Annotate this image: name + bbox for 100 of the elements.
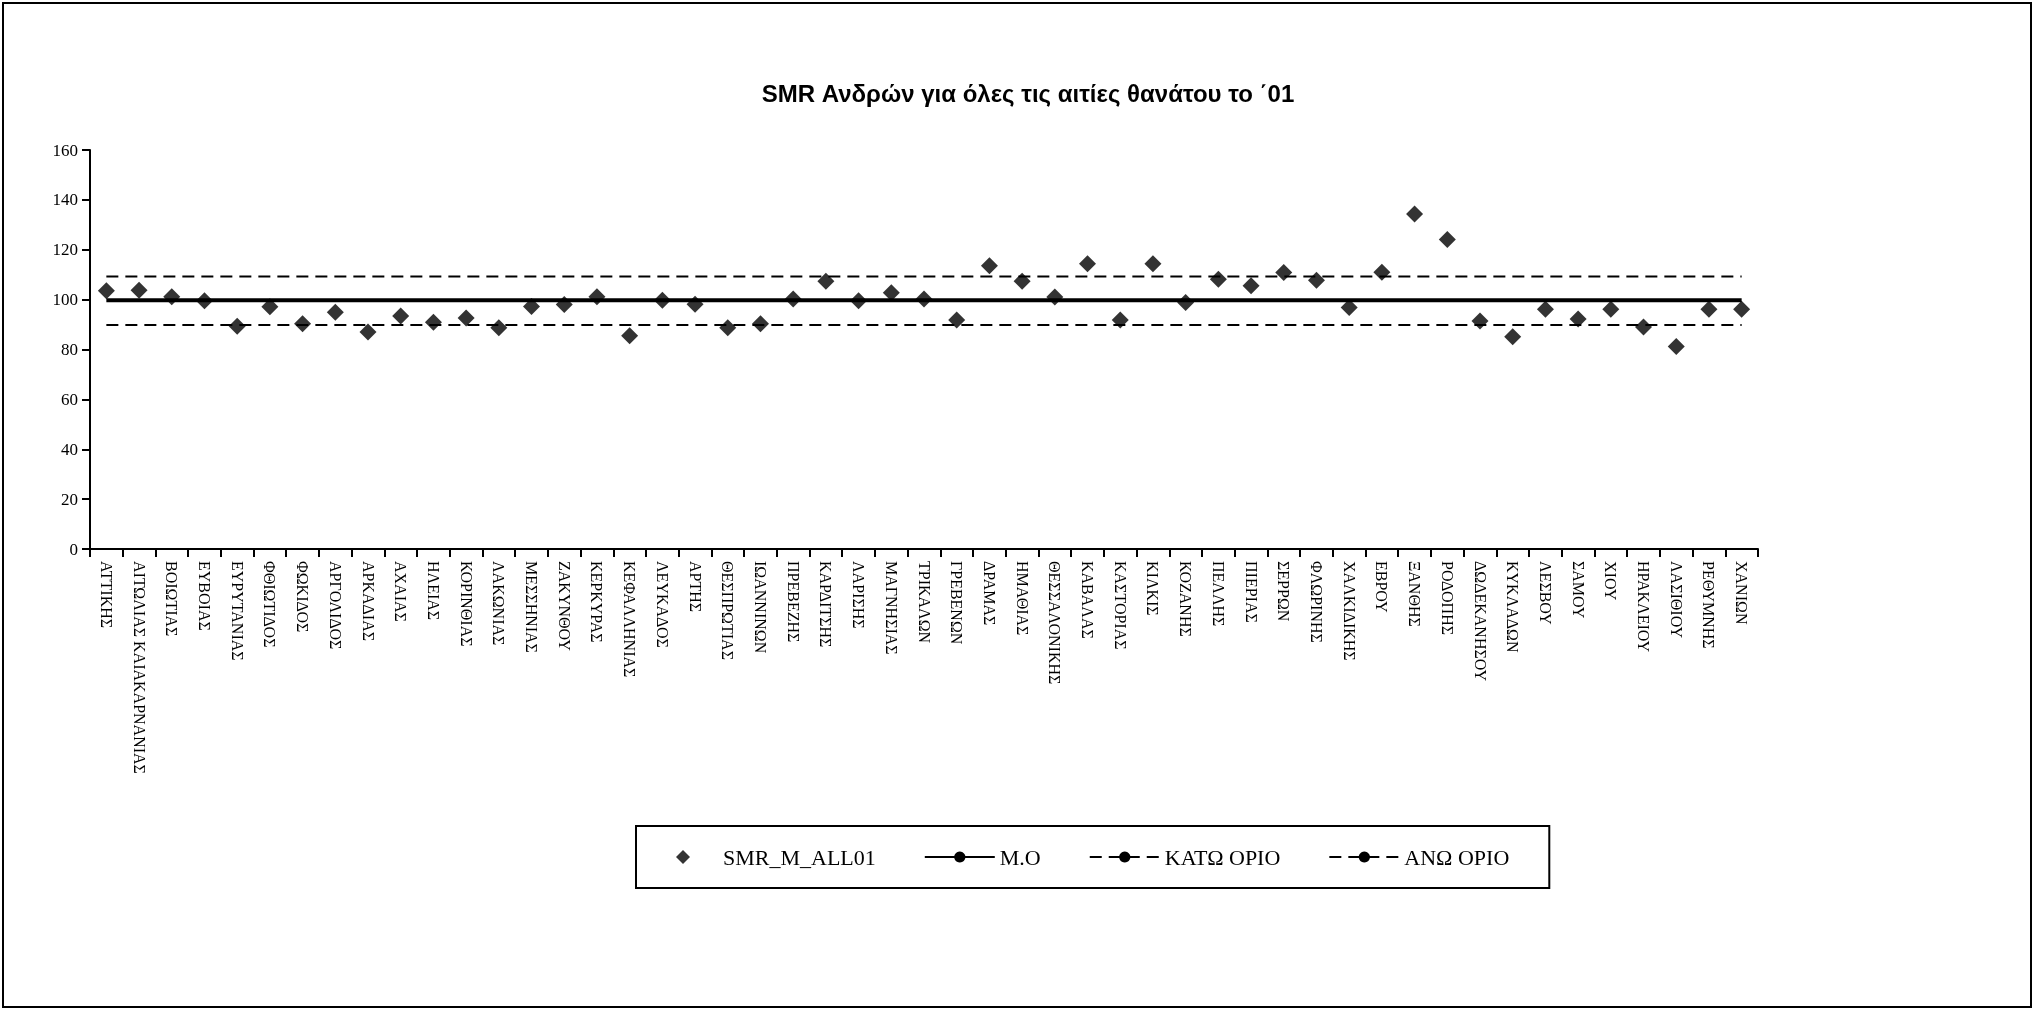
x-tick-label: ΘΕΣΣΑΛΟΝΙΚΗΣ (1046, 561, 1064, 685)
x-tick-label: ΧΙΟΥ (1602, 561, 1620, 601)
y-tick-label: 100 (52, 290, 78, 310)
legend-label: ΑΝΩ ΟΡΙΟ (1404, 844, 1510, 870)
y-tick-label: 140 (52, 190, 78, 210)
x-tick-label: ΤΡΙΚΑΛΩΝ (915, 561, 933, 644)
point (621, 327, 639, 345)
x-tick-label: ΙΩΑΝΝΙΝΩΝ (751, 561, 769, 654)
point (686, 295, 704, 313)
y-tick-label: 40 (61, 439, 78, 459)
point (1504, 328, 1522, 346)
x-tick-label: ΧΑΛΚΙΔΙΚΗΣ (1340, 561, 1358, 661)
x-tick-label: ΧΑΝΙΩΝ (1733, 561, 1751, 625)
x-tick-label: ΒΟΙΩΤΙΑΣ (163, 561, 181, 637)
x-tick-label: ΠΙΕΡΙΑΣ (1242, 561, 1260, 623)
x-tick-label: ΦΩΚΙΔΟΣ (294, 561, 312, 633)
point (457, 309, 475, 327)
x-tick-label: ΛΕΥΚΑΔΟΣ (653, 561, 671, 648)
x-tick-label: ΦΘΙΩΤΙΔΟΣ (261, 561, 279, 648)
point (294, 315, 312, 333)
x-tick-label: ΖΑΚΥΝΘΟΥ (555, 561, 573, 652)
x-tick-label: ΑΡΚΑΔΙΑΣ (359, 561, 377, 642)
x-tick-label: ΕΒΡΟΥ (1373, 561, 1391, 614)
x-tick-label: ΗΜΑΘΙΑΣ (1013, 561, 1031, 636)
x-tick-label: ΠΕΛΛΗΣ (1209, 561, 1227, 627)
point (1373, 263, 1391, 281)
x-tick-label: ΔΩΔΕΚΑΝΗΣΟΥ (1471, 561, 1489, 682)
point (1406, 205, 1424, 223)
legend-label: Μ.Ο (999, 844, 1041, 870)
x-tick-label: ΡΟΔΟΠΗΣ (1438, 561, 1456, 636)
point (424, 313, 442, 331)
x-tick-label: ΚΑΒΑΛΑΣ (1079, 561, 1097, 639)
point (195, 292, 213, 310)
x-tick-label: ΑΤΤΙΚΗΣ (97, 561, 115, 629)
point (1700, 300, 1718, 318)
y-tick-label: 60 (61, 389, 78, 409)
point (1111, 311, 1129, 329)
point (523, 298, 541, 316)
x-tick-label: ΑΡΤΗΣ (686, 561, 704, 613)
point (261, 298, 279, 316)
point (948, 311, 966, 329)
x-tick-label: ΚΥΚΛΑΔΩΝ (1504, 561, 1522, 653)
x-tick-label: ΗΡΑΚΛΕΙΟΥ (1635, 561, 1653, 653)
y-tick-label: 20 (61, 489, 78, 509)
point (1733, 300, 1751, 318)
x-tick-label: ΛΑΚΩΝΙΑΣ (490, 561, 508, 646)
x-tick-label: ΜΑΓΝΗΣΙΑΣ (882, 561, 900, 655)
point (980, 257, 998, 275)
point (1079, 255, 1097, 273)
point (1177, 294, 1195, 312)
point (97, 282, 115, 300)
chart-title: SMR Ανδρών για όλες τις αιτίες θανάτου το ΄01 (761, 79, 1295, 107)
x-tick-label: ΚΕΡΚΥΡΑΣ (588, 561, 606, 643)
y-tick-label: 160 (52, 140, 78, 160)
x-tick-label: ΑΙΤΩΛΙΑΣ ΚΑΙΑΚΑΡΝΑΝΙΑΣ (130, 561, 148, 774)
point (1569, 310, 1587, 328)
point (1635, 318, 1653, 336)
x-tick-label: ΛΕΣΒΟΥ (1536, 561, 1554, 626)
point (915, 290, 933, 308)
x-tick-label: ΚΑΣΤΟΡΙΑΣ (1111, 561, 1129, 650)
x-tick-label: ΘΕΣΠΡΩΤΙΑΣ (719, 561, 737, 660)
x-tick-label: ΡΕΘΥΜΝΗΣ (1700, 561, 1718, 649)
x-tick-label: ΞΑΝΘΗΣ (1406, 561, 1424, 627)
point (1471, 312, 1489, 330)
point (1667, 338, 1685, 356)
legend-label: ΚΑΤΩ ΟΡΙΟ (1164, 844, 1281, 870)
point (555, 296, 573, 314)
x-tick-label: ΚΕΦΑΛΛΗΝΙΑΣ (621, 561, 639, 678)
y-tick-label: 0 (69, 539, 78, 559)
x-tick-label: ΣΑΜΟΥ (1569, 561, 1587, 619)
y-tick-label: 120 (52, 240, 78, 260)
x-tick-label: ΚΙΛΚΙΣ (1144, 561, 1162, 616)
point (1307, 271, 1325, 289)
point (1602, 300, 1620, 318)
point (751, 315, 769, 333)
point (1438, 231, 1456, 249)
point (1046, 288, 1064, 306)
x-tick-label: ΚΟΡΙΝΘΙΑΣ (457, 561, 475, 647)
x-tick-label: ΑΧΑΙΑΣ (392, 561, 410, 622)
legend-label: SMR_M_ALL01 (723, 844, 876, 870)
point (1242, 277, 1260, 295)
point (719, 319, 737, 337)
point (1209, 270, 1227, 288)
point (1536, 300, 1554, 318)
x-tick-label: ΕΥΡΥΤΑΝΙΑΣ (228, 561, 246, 661)
y-tick-label: 80 (61, 340, 78, 359)
point (1013, 272, 1031, 290)
point (326, 303, 344, 321)
point (588, 288, 606, 306)
x-tick-label: ΣΕΡΡΩΝ (1275, 561, 1293, 622)
point (130, 281, 148, 299)
x-tick-label: ΚΟΖΑΝΗΣ (1177, 561, 1195, 637)
point (490, 319, 508, 337)
x-tick-label: ΠΡΕΒΕΖΗΣ (784, 561, 802, 643)
point (850, 292, 868, 310)
point (392, 307, 410, 325)
x-tick-label: ΕΥΒΟΙΑΣ (195, 561, 213, 631)
x-tick-label: ΗΛΕΙΑΣ (424, 561, 442, 621)
x-tick-label: ΦΛΩΡΙΝΗΣ (1307, 561, 1325, 643)
x-tick-label: ΛΑΣΙΘΙΟΥ (1667, 561, 1685, 639)
